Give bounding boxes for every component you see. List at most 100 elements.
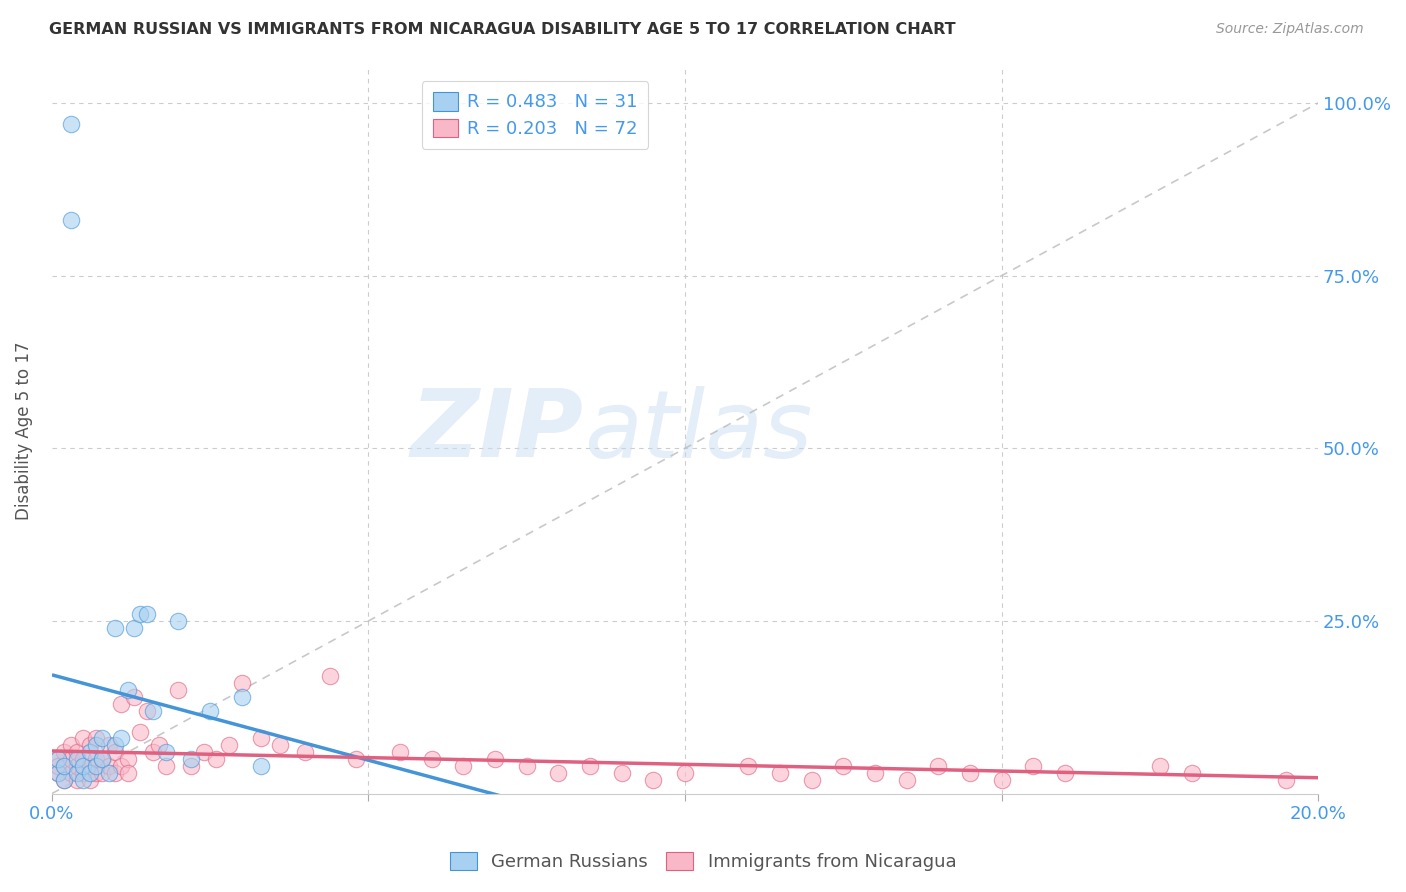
Point (84, 731, 107, 746)
Y-axis label: Disability Age 5 to 17: Disability Age 5 to 17 (15, 342, 32, 520)
Point (117, 766, 139, 780)
Point (959, 766, 981, 780)
Point (122, 621, 145, 635)
Point (66, 745, 89, 759)
Point (129, 607, 152, 621)
Point (117, 752, 139, 766)
Point (91, 766, 114, 780)
Text: Source: ZipAtlas.com: Source: ZipAtlas.com (1216, 22, 1364, 37)
Point (59, 739, 82, 753)
Legend: German Russians, Immigrants from Nicaragua: German Russians, Immigrants from Nicarag… (443, 845, 963, 879)
Point (104, 621, 127, 635)
Point (579, 759, 602, 773)
Point (110, 697, 132, 711)
Point (547, 766, 569, 780)
Point (79, 745, 101, 759)
Point (269, 739, 291, 753)
Point (53, 772, 76, 787)
Point (91, 752, 114, 766)
Point (344, 752, 367, 766)
Point (66, 752, 89, 766)
Point (737, 759, 759, 773)
Point (53, 745, 76, 759)
Point (800, 772, 823, 787)
Point (84, 766, 107, 780)
Point (84, 752, 107, 766)
Point (59, 766, 82, 780)
Point (72, 752, 94, 766)
Point (117, 683, 139, 698)
Point (193, 745, 215, 759)
Point (231, 676, 253, 690)
Point (990, 772, 1012, 787)
Point (927, 759, 949, 773)
Point (104, 766, 127, 780)
Point (142, 745, 165, 759)
Point (97, 766, 120, 780)
Point (72, 731, 94, 746)
Point (46, 766, 69, 780)
Point (46, 766, 69, 780)
Point (1053, 766, 1076, 780)
Point (294, 745, 316, 759)
Point (110, 731, 132, 746)
Point (1180, 766, 1202, 780)
Point (79, 739, 101, 753)
Point (46, 752, 69, 766)
Point (180, 759, 202, 773)
Point (198, 704, 221, 718)
Point (388, 745, 411, 759)
Point (122, 690, 145, 704)
Point (453, 759, 475, 773)
Point (97, 739, 120, 753)
Point (72, 772, 94, 787)
Point (673, 766, 696, 780)
Point (1149, 759, 1171, 773)
Point (420, 752, 443, 766)
Text: ZIP: ZIP (411, 385, 583, 477)
Point (610, 766, 633, 780)
Point (1275, 772, 1298, 787)
Point (97, 759, 120, 773)
Point (46, 759, 69, 773)
Point (59, 752, 82, 766)
Point (249, 731, 271, 746)
Point (135, 607, 157, 621)
Point (84, 739, 107, 753)
Point (79, 772, 101, 787)
Point (218, 739, 240, 753)
Point (863, 766, 886, 780)
Point (142, 704, 165, 718)
Point (180, 752, 202, 766)
Point (896, 772, 918, 787)
Point (59, 117, 82, 131)
Point (66, 772, 89, 787)
Point (832, 759, 855, 773)
Point (167, 683, 190, 698)
Point (104, 739, 127, 753)
Point (79, 759, 101, 773)
Point (91, 731, 114, 746)
Point (66, 766, 89, 780)
Point (231, 690, 253, 704)
Point (53, 759, 76, 773)
Legend: R = 0.483   N = 31, R = 0.203   N = 72: R = 0.483 N = 31, R = 0.203 N = 72 (422, 81, 648, 149)
Point (135, 704, 157, 718)
Point (129, 724, 152, 739)
Point (155, 759, 177, 773)
Point (53, 759, 76, 773)
Text: GERMAN RUSSIAN VS IMMIGRANTS FROM NICARAGUA DISABILITY AGE 5 TO 17 CORRELATION C: GERMAN RUSSIAN VS IMMIGRANTS FROM NICARA… (49, 22, 956, 37)
Point (104, 745, 127, 759)
Point (643, 772, 665, 787)
Point (66, 759, 89, 773)
Point (319, 669, 342, 683)
Point (249, 759, 271, 773)
Point (484, 752, 506, 766)
Point (769, 766, 792, 780)
Point (72, 759, 94, 773)
Point (205, 752, 228, 766)
Point (1022, 759, 1045, 773)
Point (72, 766, 94, 780)
Point (46, 752, 69, 766)
Point (79, 766, 101, 780)
